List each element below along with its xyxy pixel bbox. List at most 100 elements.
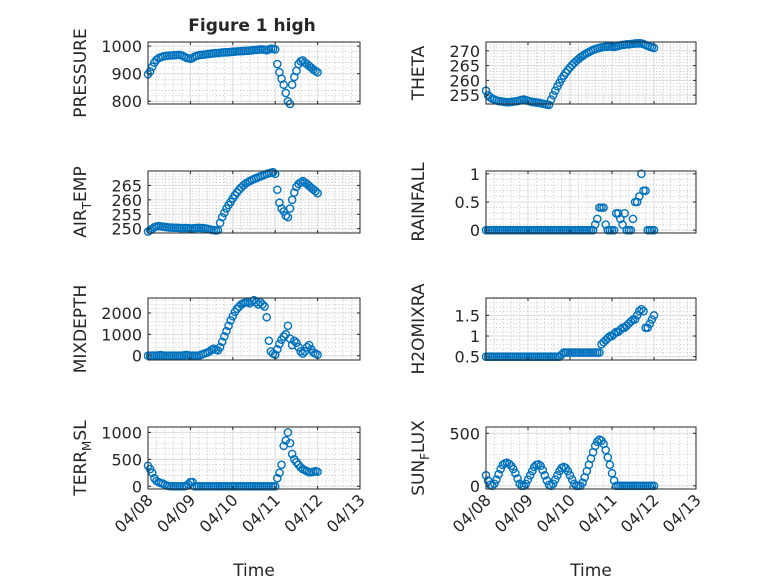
data-point [616,214,625,224]
x-tick-label: 04/11 [238,490,284,536]
y-tick-label: 260 [449,71,480,90]
data-point [311,186,320,196]
data-point [298,349,308,358]
figure-title: Figure 1 high [188,16,316,36]
data-point [609,476,619,485]
data-point [228,311,238,321]
data-point [279,80,288,90]
x-tick-label: 04/09 [153,490,199,536]
data-point [264,336,274,346]
data-point [534,460,543,469]
y-tick-label: 800 [111,92,142,111]
data-point [273,185,282,195]
data-point [313,68,322,77]
data-point [313,188,322,198]
data-point [618,220,627,229]
panel-mixdepth: 0 1000 2000 MIXDEPTH [71,285,361,373]
data-point [626,225,636,235]
data-point [649,311,659,320]
data-point [273,59,282,69]
y-tick-label: 0.5 [455,193,480,212]
plot-area [486,427,696,489]
y-tick-label: 500 [111,450,142,469]
data-point [599,203,608,212]
y-tick-label: 1.5 [455,306,480,325]
y-tick-label: 255 [111,205,142,224]
y-axis-label: SUNFLUX [409,420,432,496]
y-tick-label: 500 [449,424,480,443]
data-point [275,198,284,208]
x-tick-label: 04/11 [575,490,621,536]
y-tick-label: 0.5 [455,348,480,367]
data-point [649,225,659,235]
data-point [548,90,558,100]
data-point [283,321,293,331]
data-point [234,185,244,195]
data-point [508,464,518,474]
y-tick-label: 0 [132,347,142,366]
data-point [635,192,644,201]
y-tick-label: 0 [132,477,142,496]
data-point [289,336,299,346]
data-point [544,100,554,110]
data-point [492,475,501,484]
data-point [590,441,600,451]
data-point [565,471,575,480]
axes-box [147,426,361,490]
data-point [270,482,280,491]
data-point [262,312,272,322]
y-axis-label: RAINFALL [409,162,429,242]
data-point [515,479,524,489]
data-point [551,86,560,96]
data-point [217,337,227,347]
data-point [553,471,562,480]
axes-box [485,297,697,361]
data-point [563,466,573,476]
data-point [147,468,157,478]
data-point [601,220,611,229]
data-point [525,471,535,480]
data-point [513,474,522,483]
data-point [626,317,636,326]
x-tick-label: 04/12 [280,490,326,536]
x-tick-label: 04/10 [533,490,579,536]
data-point [643,323,653,333]
data-point [145,67,155,76]
data-point [603,453,613,462]
data-point [220,332,229,341]
data-point [226,316,235,325]
plot-area [148,298,360,360]
y-tick-label: 1000 [101,325,142,344]
data-point [273,345,282,354]
data-point [292,338,301,348]
data-point [595,348,604,357]
data-point [641,186,650,196]
data-point [632,311,642,320]
data-point [275,339,284,349]
data-point [287,449,297,459]
y-axis-label: THETA [409,45,429,101]
data-point [311,66,320,76]
data-point [609,225,619,235]
data-point [607,468,617,478]
panel-pressure: 800 900 1000 PRESSURE [71,28,361,118]
axes-box [147,41,361,105]
data-point [593,214,602,224]
axes-box [485,41,697,105]
x-axis-label: Time [232,561,275,581]
y-axis-label: H2OMIXRA [409,283,429,374]
data-point [490,479,499,489]
x-axis-label: Time [569,561,612,581]
x-tick-label: 04/13 [659,490,705,536]
data-point [616,325,625,335]
data-point [527,466,537,476]
data-point [215,342,225,352]
data-point [605,460,615,470]
y-tick-label: 265 [449,57,480,76]
data-point [296,463,305,472]
data-point [639,306,648,316]
data-point [215,218,225,228]
